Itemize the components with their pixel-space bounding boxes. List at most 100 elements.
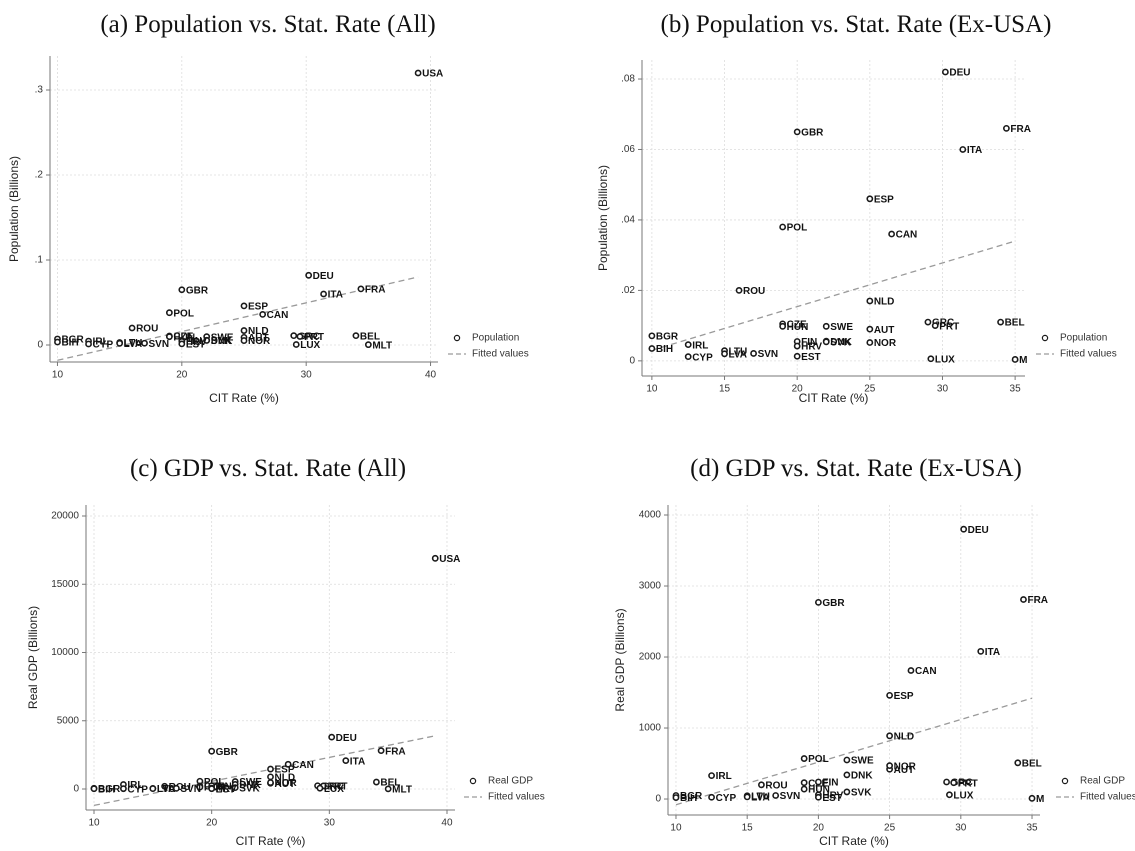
point-label: PRT [958, 778, 978, 789]
x-tick-label: 30 [301, 370, 313, 381]
y-tick-label: 2000 [639, 652, 662, 663]
point-label: SVN [758, 349, 779, 360]
y-tick-label: .06 [621, 144, 635, 155]
point-label: LTU [124, 338, 143, 349]
point-label: ITA [967, 145, 982, 156]
point-label: AUT [275, 779, 296, 790]
point [997, 318, 1004, 326]
x-tick-label: 20 [176, 370, 188, 381]
point-label: SVK [830, 337, 851, 348]
point [843, 771, 851, 779]
point-label: CZE [787, 320, 807, 331]
y-axis-label: Population (Billions) [596, 165, 610, 271]
point [886, 762, 894, 770]
point [721, 350, 728, 358]
point-label: LVA [751, 793, 770, 804]
point [779, 223, 787, 231]
point-label: NOR [894, 761, 917, 772]
point-label: HUN [787, 322, 809, 333]
point [866, 339, 874, 346]
point [866, 325, 874, 333]
point-label: ESP [894, 691, 914, 702]
point [1011, 356, 1019, 363]
point [843, 788, 851, 796]
point-label: USA [439, 554, 460, 565]
y-tick-label: .2 [35, 170, 44, 181]
point [800, 779, 808, 787]
legend-marker [453, 334, 461, 342]
x-tick-label: 10 [670, 823, 682, 834]
point [267, 773, 274, 781]
y-tick-label: .1 [35, 255, 44, 266]
point [284, 760, 292, 768]
point-label: MLT [372, 340, 392, 351]
point [843, 756, 851, 764]
point-label: DNK [211, 336, 233, 347]
point-label: IRL [692, 340, 708, 351]
point-label: NOR [275, 778, 298, 789]
point-label: FIN [801, 337, 817, 348]
point [208, 785, 216, 793]
point [735, 286, 743, 294]
y-tick-label: 3000 [639, 581, 662, 592]
point-label: CZE [173, 332, 193, 343]
point [372, 778, 380, 786]
point [120, 785, 127, 793]
point [165, 309, 173, 317]
point [267, 779, 274, 786]
point-label: ITA [350, 756, 365, 767]
point-label: FRA [365, 285, 386, 296]
point [1028, 794, 1036, 802]
point-label: LUX [935, 354, 955, 365]
y-tick-label: 0 [37, 340, 43, 351]
x-axis-label: CIT Rate (%) [799, 391, 869, 405]
point [384, 785, 392, 793]
point-label: PRT [327, 782, 347, 793]
point-label: LUX [953, 790, 973, 801]
point-label: HUN [173, 332, 195, 343]
x-tick-label: 30 [955, 823, 967, 834]
panel-title: (a) Population vs. Stat. Rate (All) [100, 11, 435, 38]
point-label: BIH [98, 784, 115, 795]
point-label: LUX [300, 340, 320, 351]
point-label: EST [822, 793, 841, 804]
point-label: POL [173, 308, 194, 319]
point-label: CAN [292, 760, 314, 771]
x-tick-label: 35 [1026, 823, 1038, 834]
point-label: LVA [729, 349, 748, 360]
point-label: DNK [830, 337, 852, 348]
point-label: ITA [985, 647, 1000, 658]
point-label: FRA [385, 746, 406, 757]
point-label: EST [801, 352, 820, 363]
x-tick-label: 10 [646, 384, 658, 395]
legend-marker [469, 777, 477, 785]
point-label: GBR [822, 598, 845, 609]
point [793, 128, 801, 136]
point-label: FRA [1010, 124, 1031, 135]
point-label: FRA [1027, 595, 1048, 606]
x-axis-label: CIT Rate (%) [819, 834, 889, 848]
point-label: HRV [822, 790, 843, 801]
point [648, 332, 656, 340]
y-tick-label: .08 [621, 74, 635, 85]
point [377, 747, 385, 755]
point [750, 350, 757, 357]
point-label: ROU [765, 780, 787, 791]
point-label: BEL [360, 331, 380, 342]
point-label: GBR [801, 128, 824, 139]
y-tick-label: 0 [655, 794, 661, 805]
x-tick-label: 20 [813, 823, 825, 834]
point-label: ROU [169, 782, 191, 793]
x-tick-label: 25 [884, 823, 896, 834]
point-label: NLD [275, 772, 296, 783]
point-label: CYP [127, 784, 148, 795]
x-tick-label: 20 [206, 818, 218, 829]
point [352, 332, 360, 340]
point [684, 341, 692, 349]
point [931, 322, 939, 330]
point [743, 793, 751, 801]
point-label: BEL [1022, 758, 1042, 769]
point-label: BIH [656, 344, 673, 355]
point [708, 772, 715, 779]
point-label: CYP [692, 352, 713, 363]
